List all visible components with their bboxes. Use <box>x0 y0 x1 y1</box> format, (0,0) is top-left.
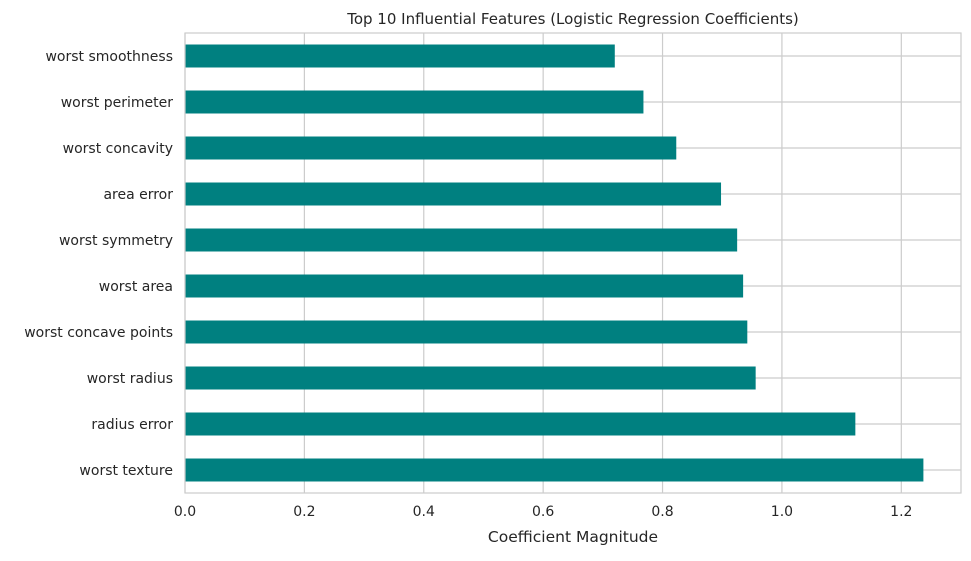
bar <box>185 274 744 298</box>
y-tick-label: worst concavity <box>63 141 173 157</box>
bar <box>185 320 748 344</box>
bar-layer <box>185 44 924 482</box>
bar <box>185 182 722 206</box>
y-tick-label: worst area <box>99 279 173 295</box>
x-tick-label: 0.6 <box>532 504 554 520</box>
bar <box>185 90 644 114</box>
x-tick-label: 1.2 <box>890 504 912 520</box>
x-tick-label: 0.8 <box>651 504 673 520</box>
x-tick-label: 0.4 <box>413 504 435 520</box>
y-tick-label: area error <box>103 187 173 203</box>
bar <box>185 136 677 160</box>
x-tick-label: 1.0 <box>771 504 793 520</box>
plot-frame <box>184 32 962 494</box>
x-tick-label: 0.2 <box>293 504 315 520</box>
y-tick-label: worst texture <box>79 463 173 479</box>
y-tick-label: radius error <box>91 417 173 433</box>
y-tick-label: worst smoothness <box>45 49 173 65</box>
bar <box>185 228 738 252</box>
x-tick-label: 0.0 <box>174 504 196 520</box>
y-tick-label: worst concave points <box>24 325 173 341</box>
y-tick-label: worst radius <box>87 371 173 387</box>
bar <box>185 366 756 390</box>
x-axis-label: Coefficient Magnitude <box>488 528 658 546</box>
chart-title: Top 10 Influential Features (Logistic Re… <box>346 10 799 28</box>
y-tick-label: worst symmetry <box>59 233 173 249</box>
tick-layer: 0.0 0.2 0.4 0.6 0.8 1.0 1.2 worst smoothness wor… <box>24 49 912 520</box>
bar <box>185 44 615 68</box>
bar <box>185 458 924 482</box>
y-tick-label: worst perimeter <box>61 95 174 111</box>
bar <box>185 412 856 436</box>
